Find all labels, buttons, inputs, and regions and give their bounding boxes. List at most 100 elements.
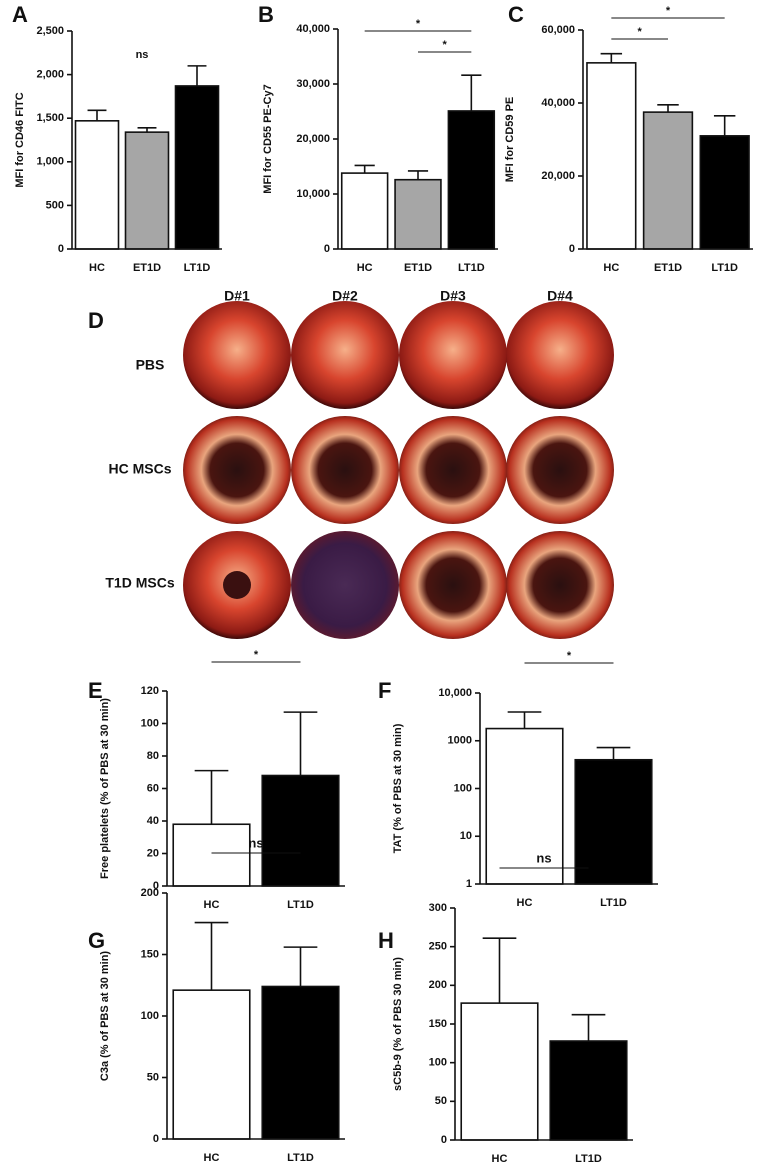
significance-label: * bbox=[416, 18, 421, 30]
well-photo bbox=[506, 416, 614, 524]
y-tick-label: 200 bbox=[429, 979, 447, 991]
significance-label: * bbox=[567, 650, 572, 662]
panel-letter: H bbox=[378, 928, 394, 953]
panel-letter: D bbox=[88, 308, 104, 333]
y-tick-label: 500 bbox=[46, 199, 64, 211]
x-tick-label: ET1D bbox=[133, 262, 161, 274]
panel-letter: A bbox=[12, 2, 28, 27]
x-tick-label: HC bbox=[357, 262, 373, 274]
row-label: PBS bbox=[136, 357, 165, 373]
significance-label: * bbox=[254, 649, 259, 661]
row-label: HC MSCs bbox=[108, 461, 171, 477]
well-photo bbox=[399, 416, 507, 524]
photo-grid: D D#1 D#2 D#3 D#4 PBS HC MSCs T1D MSCs bbox=[88, 288, 614, 639]
bar bbox=[447, 110, 496, 250]
y-axis-label: MFI for CD55 PE-Cy7 bbox=[262, 84, 274, 193]
well-photo bbox=[183, 301, 291, 409]
bar bbox=[174, 85, 220, 250]
y-tick-label: 20,000 bbox=[296, 133, 330, 145]
significance-label: * bbox=[443, 39, 448, 51]
x-tick-label: ET1D bbox=[404, 262, 432, 274]
y-tick-label: 60,000 bbox=[541, 24, 575, 36]
y-tick-label: 0 bbox=[569, 243, 575, 255]
x-tick-label: HC bbox=[89, 262, 105, 274]
panel-letter: E bbox=[88, 678, 103, 703]
column-label: D#3 bbox=[440, 288, 466, 304]
x-tick-label: LT1D bbox=[600, 897, 627, 909]
y-axis-label: sC5b-9 (% of PBS 30 min) bbox=[392, 957, 404, 1091]
row-label: T1D MSCs bbox=[105, 575, 174, 591]
y-axis-label: C3a (% of PBS at 30 min) bbox=[99, 951, 111, 1082]
y-tick-label: 50 bbox=[147, 1071, 159, 1083]
column-label: D#1 bbox=[224, 288, 250, 304]
well-photo bbox=[291, 531, 399, 639]
clot bbox=[223, 571, 251, 599]
y-tick-label: 2,000 bbox=[36, 69, 64, 81]
well-photo bbox=[183, 416, 291, 524]
x-tick-label: HC bbox=[517, 897, 533, 909]
y-tick-label: 1,500 bbox=[36, 112, 64, 124]
significance-label: ns bbox=[248, 835, 263, 850]
bar bbox=[485, 727, 564, 885]
y-tick-label: 100 bbox=[141, 1010, 159, 1022]
well-photo bbox=[291, 416, 399, 524]
panel-letter: G bbox=[88, 928, 105, 953]
y-tick-label: 10,000 bbox=[438, 687, 472, 699]
y-tick-label: 20 bbox=[147, 847, 159, 859]
bar bbox=[642, 111, 694, 250]
annotation: ns bbox=[136, 49, 149, 61]
y-tick-label: 150 bbox=[141, 948, 159, 960]
x-tick-label: LT1D bbox=[184, 262, 211, 274]
panel-letter: B bbox=[258, 2, 274, 27]
y-tick-label: 1 bbox=[466, 878, 472, 890]
y-tick-label: 100 bbox=[454, 782, 472, 794]
x-tick-label: LT1D bbox=[287, 1152, 314, 1164]
bar bbox=[172, 823, 251, 887]
y-tick-label: 0 bbox=[153, 1133, 159, 1145]
y-tick-label: 100 bbox=[141, 717, 159, 729]
x-tick-label: LT1D bbox=[287, 899, 314, 911]
bar bbox=[124, 131, 170, 250]
y-tick-label: 150 bbox=[429, 1018, 447, 1030]
y-tick-label: 30,000 bbox=[296, 78, 330, 90]
y-tick-label: 40,000 bbox=[296, 23, 330, 35]
bar bbox=[394, 178, 442, 250]
x-tick-label: HC bbox=[492, 1153, 508, 1165]
y-tick-label: 1000 bbox=[448, 735, 472, 747]
significance-label: * bbox=[638, 26, 643, 38]
y-tick-label: 80 bbox=[147, 750, 159, 762]
column-label: D#2 bbox=[332, 288, 358, 304]
x-tick-label: ET1D bbox=[654, 262, 682, 274]
bar bbox=[586, 62, 637, 250]
y-axis-label: Free platelets (% of PBS at 30 min) bbox=[99, 698, 111, 879]
bar bbox=[261, 774, 340, 887]
y-axis-label: MFI for CD59 PE bbox=[504, 97, 516, 183]
bar bbox=[549, 1040, 628, 1141]
y-tick-label: 10,000 bbox=[296, 188, 330, 200]
panel-letter: F bbox=[378, 678, 391, 703]
bar bbox=[261, 985, 340, 1140]
y-tick-label: 300 bbox=[429, 902, 447, 914]
y-tick-label: 0 bbox=[58, 243, 64, 255]
significance-label: ns bbox=[536, 850, 551, 865]
y-tick-label: 1,000 bbox=[36, 156, 64, 168]
bar bbox=[460, 1002, 539, 1141]
well-photo bbox=[399, 531, 507, 639]
significance-label: * bbox=[666, 5, 671, 17]
y-axis-label: TAT (% of PBS at 30 min) bbox=[392, 723, 404, 853]
x-tick-label: HC bbox=[204, 1152, 220, 1164]
y-axis-label: MFI for CD46 FITC bbox=[14, 92, 26, 187]
well-photo bbox=[506, 301, 614, 409]
bar bbox=[340, 172, 389, 250]
panel-letter: C bbox=[508, 2, 524, 27]
x-tick-label: HC bbox=[204, 899, 220, 911]
bar bbox=[172, 989, 251, 1140]
well-photo bbox=[291, 301, 399, 409]
x-tick-label: LT1D bbox=[711, 262, 738, 274]
y-tick-label: 40 bbox=[147, 815, 159, 827]
y-tick-label: 250 bbox=[429, 941, 447, 953]
column-label: D#4 bbox=[547, 288, 573, 304]
bar bbox=[574, 758, 653, 885]
y-tick-label: 40,000 bbox=[541, 97, 575, 109]
